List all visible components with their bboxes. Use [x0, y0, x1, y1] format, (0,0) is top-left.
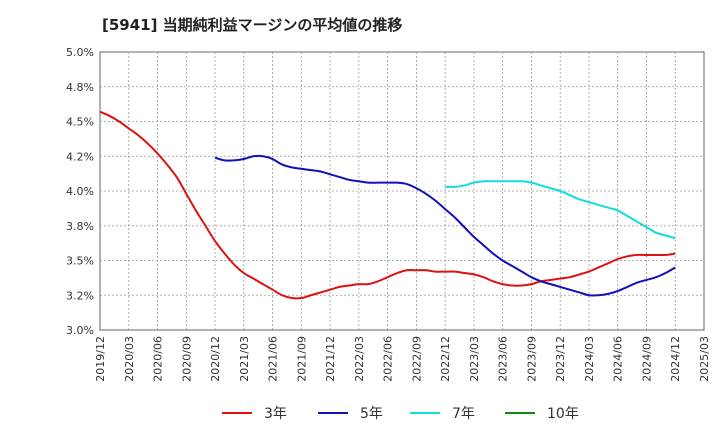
x-tick-label: 2024/12 [669, 336, 682, 382]
x-tick-label: 2023/03 [468, 336, 481, 382]
x-tick-label: 2021/12 [324, 336, 337, 382]
x-tick-label: 2023/12 [554, 336, 567, 382]
legend-label-4: 10年 [547, 406, 579, 422]
series-line-1 [99, 110, 676, 300]
x-tick-label: 2022/06 [382, 336, 395, 382]
y-tick-label: 3.5% [66, 255, 94, 268]
legend-label-2: 5年 [360, 406, 383, 422]
x-tick-label: 2020/06 [152, 336, 165, 382]
grid-layer [100, 52, 704, 330]
series-line-2 [214, 154, 676, 297]
legend-label-3: 7年 [452, 406, 475, 422]
y-tick-label: 4.0% [66, 185, 94, 198]
y-tick-label: 5.0% [66, 46, 94, 59]
y-tick-label: 3.2% [66, 289, 94, 302]
x-tick-label: 2019/12 [94, 336, 107, 382]
x-tick-label: 2021/06 [267, 336, 280, 382]
x-tick-label: 2020/12 [209, 336, 222, 382]
y-tick-label: 3.0% [66, 324, 94, 337]
x-tick-label: 2024/06 [612, 336, 625, 382]
y-tick-label: 3.8% [66, 220, 94, 233]
y-tick-label: 4.5% [66, 116, 94, 129]
x-tick-label: 2024/09 [640, 336, 653, 382]
legend: 3年 5年 7年 10年 [222, 406, 579, 422]
axis-layer: 3.0% 3.2% 3.5% 3.8% 4.0% 4.2% 4.5% 4.8% 5.0% 2019… [66, 46, 711, 382]
x-tick-label: 2021/09 [295, 336, 308, 382]
legend-label-1: 3年 [264, 406, 287, 422]
x-tick-label: 2022/03 [353, 336, 366, 382]
x-tick-label: 2023/06 [497, 336, 510, 382]
x-tick-label: 2023/09 [525, 336, 538, 382]
series-layer [99, 110, 676, 300]
x-tick-label: 2022/12 [439, 336, 452, 382]
y-tick-label: 4.2% [66, 150, 94, 163]
y-tick-label: 4.8% [66, 81, 94, 94]
x-tick-label: 2022/09 [410, 336, 423, 382]
x-tick-label: 2020/03 [123, 336, 136, 382]
x-tick-label: 2020/09 [180, 336, 193, 382]
series-line-3 [445, 180, 676, 240]
x-tick-label: 2025/03 [698, 336, 711, 382]
x-tick-label: 2024/03 [583, 336, 596, 382]
chart-title: [5941] 当期純利益マージンの平均値の推移 [102, 16, 403, 34]
x-tick-label: 2021/03 [238, 336, 251, 382]
